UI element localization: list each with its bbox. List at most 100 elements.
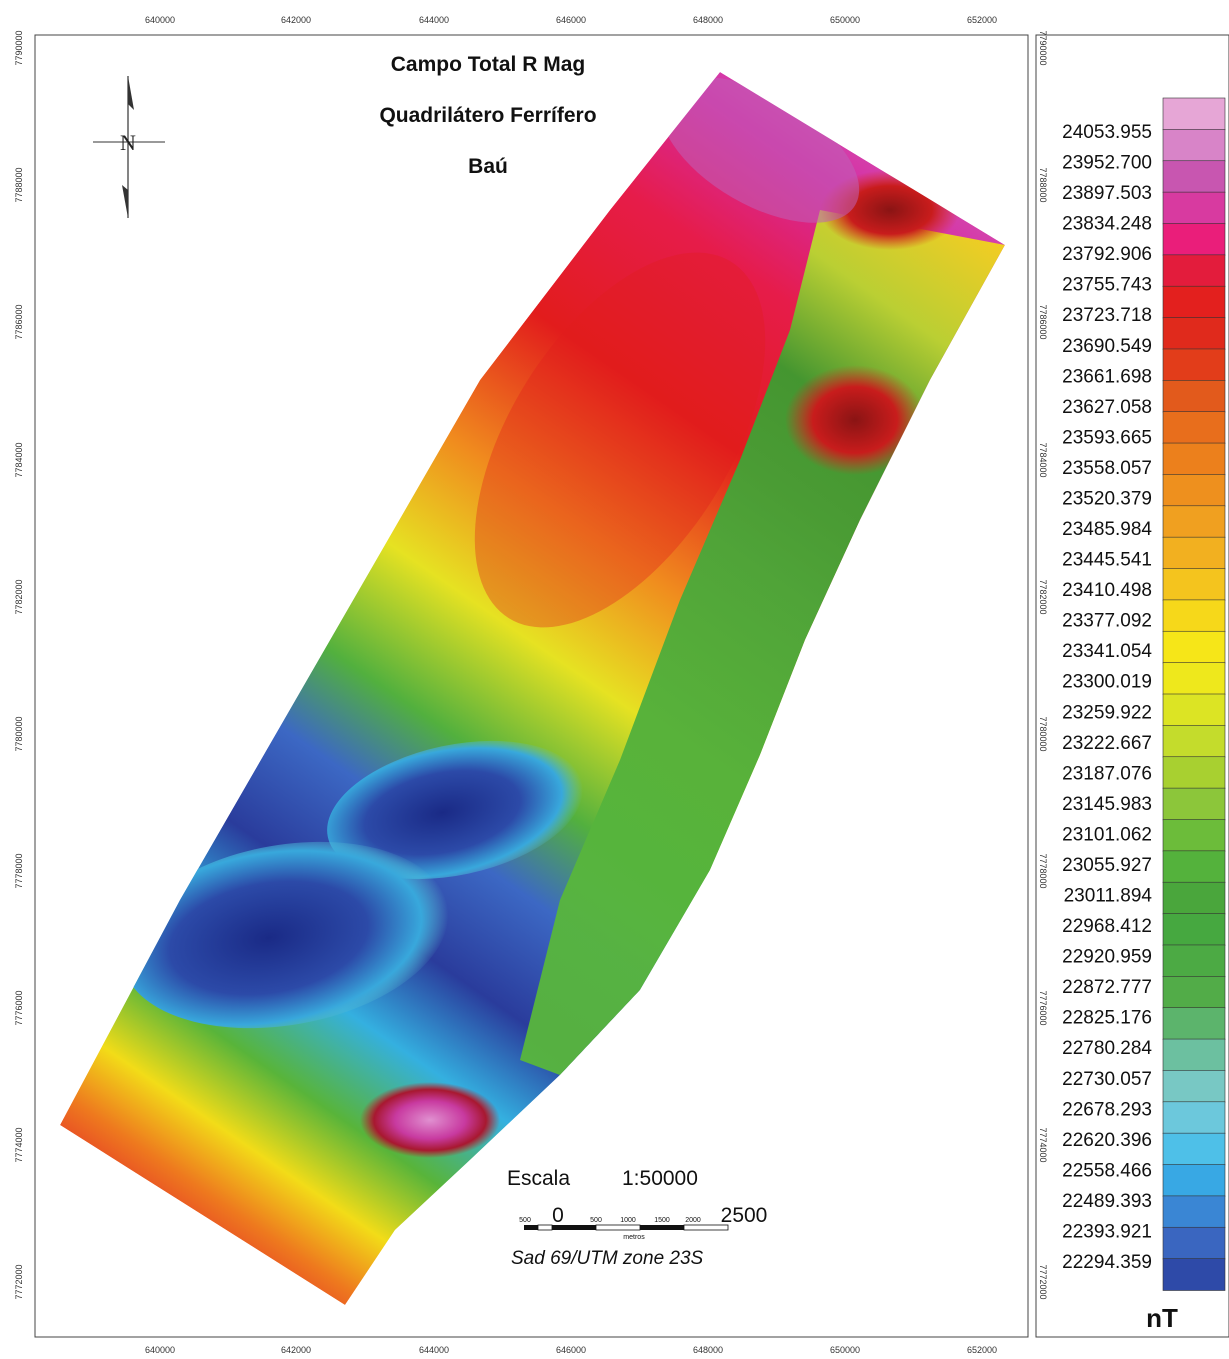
legend-swatch (1162, 568, 1226, 601)
legend-swatch (1162, 505, 1226, 538)
legend-value-label: 23690.549 (1062, 336, 1152, 357)
y-tick-right-label: 7776000 (1038, 990, 1048, 1025)
legend-swatch (1162, 1101, 1226, 1134)
map-frame (34, 34, 1029, 1338)
y-tick-right-label: 7786000 (1038, 304, 1048, 339)
map-title-line-1: Campo Total R Mag (391, 53, 585, 76)
scale-bar: Escala 1:50000 500 0 500 1000 1500 2000 … (507, 1167, 767, 1269)
legend-value-label: 22825.176 (1062, 1008, 1152, 1029)
x-tick-top-label: 648000 (693, 15, 723, 25)
scale-ratio: 1:50000 (622, 1167, 698, 1190)
legend-swatch (1162, 191, 1226, 225)
y-tick-right-label: 7772000 (1038, 1264, 1048, 1299)
y-tick-left-label: 7778000 (14, 853, 24, 888)
purple-northern-lobe (660, 77, 860, 223)
legend-value-label: 23520.379 (1062, 489, 1152, 510)
legend-value-label: 22620.396 (1062, 1130, 1152, 1151)
legend-swatch (1162, 160, 1226, 193)
legend-value-label: 24053.955 (1062, 122, 1152, 143)
legend-swatch (1162, 1226, 1226, 1260)
x-tick-bottom-label: 644000 (419, 1345, 449, 1355)
legend-value-label: 23755.743 (1062, 275, 1152, 296)
scale-value-1000: 1000 (620, 1217, 636, 1224)
legend-swatch (1162, 1007, 1226, 1040)
legend-swatch (1162, 881, 1226, 915)
legend-value-label: 22393.921 (1062, 1222, 1152, 1243)
legend-color-bar (1162, 97, 1226, 1291)
y-tick-left-label: 7780000 (14, 716, 24, 751)
legend-swatch (1162, 850, 1226, 884)
legend-unit: nT (1146, 1303, 1178, 1333)
legend-swatch (1162, 1258, 1226, 1291)
compass-letter: N (120, 130, 136, 155)
legend-value-label: 23341.054 (1062, 641, 1152, 662)
legend-value-label: 23300.019 (1062, 672, 1152, 693)
y-tick-right-label: 7790000 (1038, 30, 1048, 65)
legend-value-label: 23593.665 (1062, 427, 1152, 448)
y-tick-left-label: 7782000 (14, 579, 24, 614)
y-tick-left-label: 7786000 (14, 304, 24, 339)
red-anomaly-east (785, 365, 925, 475)
legend-swatch (1162, 693, 1226, 727)
legend-value-label: 23834.248 (1062, 214, 1152, 235)
legend-swatch (1162, 536, 1226, 570)
legend-swatch (1162, 254, 1226, 288)
magenta-anomaly (360, 1082, 500, 1158)
x-tick-top-label: 644000 (419, 15, 449, 25)
legend-value-label: 23897.503 (1062, 183, 1152, 204)
legend-value-label: 23558.057 (1062, 458, 1152, 479)
legend-swatch (1162, 348, 1226, 382)
x-tick-top-label: 646000 (556, 15, 586, 25)
legend-swatch (1162, 787, 1226, 821)
x-tick-top-label: 640000 (145, 15, 175, 25)
legend-frame (1035, 34, 1229, 1338)
y-tick-right-label: 7774000 (1038, 1127, 1048, 1162)
y-axis-ticks-left: 7790000 7788000 7786000 7784000 7782000 77800… (14, 30, 24, 1299)
y-tick-left-label: 7772000 (14, 1264, 24, 1299)
y-tick-right-label: 7784000 (1038, 442, 1048, 477)
red-ridge (474, 252, 766, 628)
y-tick-left-label: 7774000 (14, 1127, 24, 1162)
legend-value-label: 23187.076 (1062, 763, 1152, 784)
legend-value-label: 23222.667 (1062, 733, 1152, 754)
y-tick-left-label: 7788000 (14, 167, 24, 202)
x-tick-bottom-label: 640000 (145, 1345, 175, 1355)
legend-value-label: 23445.541 (1062, 550, 1152, 571)
y-tick-left-label: 7776000 (14, 990, 24, 1025)
legend-swatch (1162, 1164, 1226, 1197)
legend-swatch (1162, 756, 1226, 789)
legend-swatch (1162, 599, 1226, 633)
legend-value-label: 22294.359 (1062, 1252, 1152, 1273)
legend-value-label: 22489.393 (1062, 1191, 1152, 1212)
blue-anomaly-upper (327, 740, 583, 880)
legend-swatch (1162, 317, 1226, 350)
legend-value-label: 23792.906 (1062, 244, 1152, 265)
legend-value-label: 22968.412 (1062, 916, 1152, 937)
legend-value-label: 23259.922 (1062, 702, 1152, 723)
legend-swatch (1162, 129, 1226, 162)
legend-value-label: 23661.698 (1062, 366, 1152, 387)
y-tick-right-label: 7788000 (1038, 167, 1048, 202)
legend-value-label: 22558.466 (1062, 1160, 1152, 1181)
legend-swatch (1162, 630, 1226, 664)
legend-values: 24053.955 23952.700 23897.503 23834.248 2379… (1062, 122, 1152, 1273)
x-tick-top-label: 642000 (281, 15, 311, 25)
legend-swatch (1162, 97, 1226, 131)
x-tick-bottom-label: 646000 (556, 1345, 586, 1355)
x-tick-top-label: 652000 (967, 15, 997, 25)
legend-value-label: 23627.058 (1062, 397, 1152, 418)
legend-swatch (1162, 662, 1226, 695)
y-tick-left-label: 7784000 (14, 442, 24, 477)
x-tick-bottom-label: 652000 (967, 1345, 997, 1355)
legend-swatch (1162, 1132, 1226, 1166)
legend-value-label: 23145.983 (1062, 794, 1152, 815)
legend-swatch (1162, 442, 1226, 476)
legend-swatch (1162, 725, 1226, 758)
legend-swatch (1162, 913, 1226, 946)
y-axis-ticks-right: 7790000 7788000 7786000 7784000 7782000 77800… (1038, 30, 1048, 1299)
legend-swatch (1162, 474, 1226, 507)
legend-value-label: 22730.057 (1062, 1069, 1152, 1090)
legend-swatch (1162, 223, 1226, 256)
scale-value-500-left: 500 (519, 1217, 531, 1224)
legend-swatch (1162, 1195, 1226, 1229)
